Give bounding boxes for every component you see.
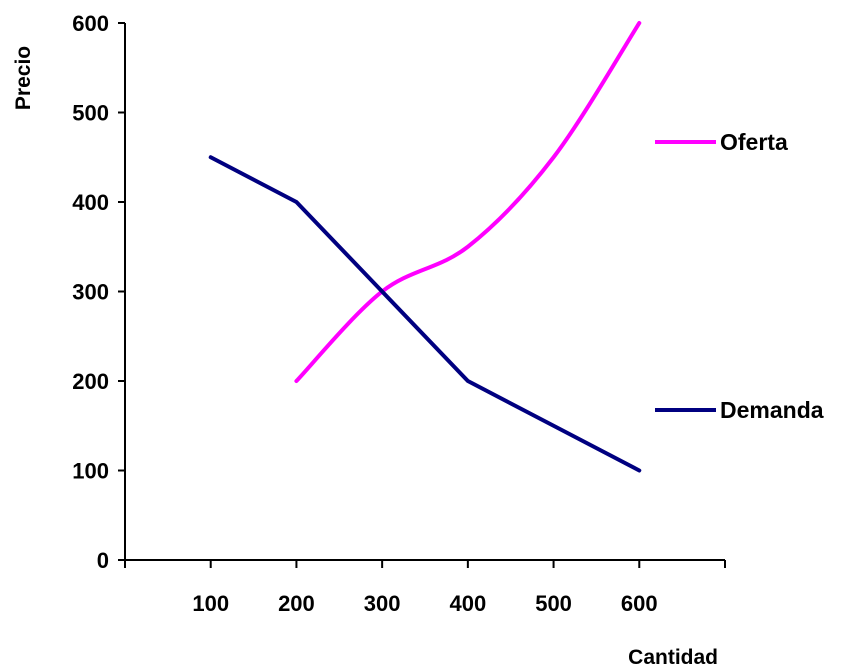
- labels: Precio Cantidad: [12, 46, 718, 668]
- series-layer: [208, 21, 642, 473]
- y-tick-label: 300: [72, 280, 109, 305]
- axes: 0 100 200 300 400 500 600 100 200 300 400 500 600: [72, 11, 726, 616]
- x-tick-label: 200: [278, 591, 315, 616]
- y-tick-label: 100: [72, 459, 109, 484]
- y-axis-title: Precio: [12, 46, 35, 110]
- y-tick-label: 200: [72, 369, 109, 394]
- y-tick-label: 500: [72, 101, 109, 126]
- x-tick-label: 100: [192, 591, 229, 616]
- series-line-oferta: [294, 21, 642, 383]
- x-axis-title: Cantidad: [628, 646, 718, 668]
- x-tick-label: 500: [535, 591, 572, 616]
- y-tick-label: 0: [97, 548, 109, 573]
- x-tick-label: 400: [449, 591, 486, 616]
- legend-label-oferta: Oferta: [720, 129, 788, 155]
- x-tick-label: 300: [364, 591, 401, 616]
- x-tick-label: 600: [621, 591, 658, 616]
- legend: Oferta Demanda: [655, 129, 824, 423]
- y-tick-label: 400: [72, 190, 109, 215]
- legend-label-demanda: Demanda: [720, 397, 824, 423]
- series-line-demanda: [208, 155, 642, 473]
- y-tick-label: 600: [72, 11, 109, 36]
